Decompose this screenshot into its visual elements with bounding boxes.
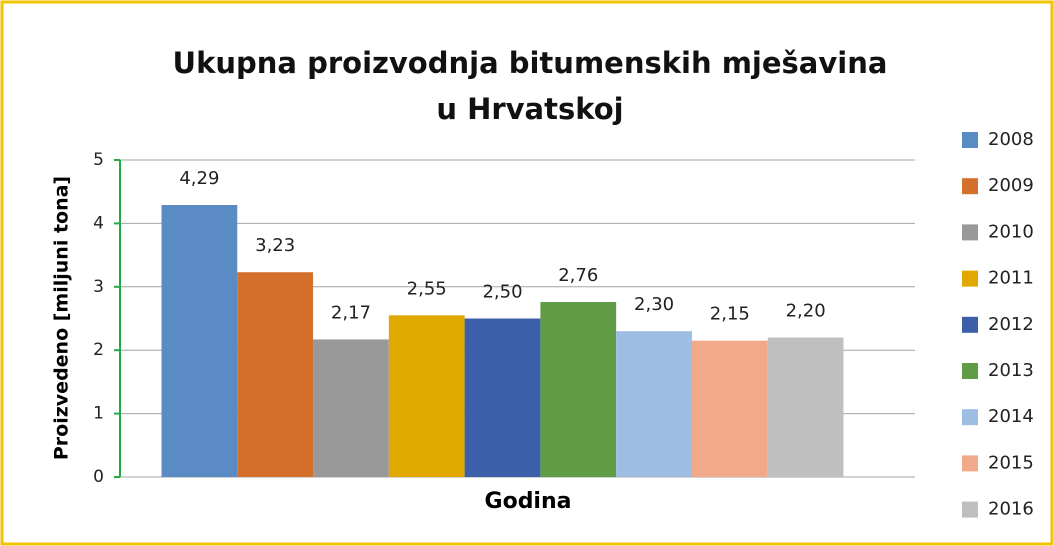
- legend-swatch: [962, 224, 978, 241]
- data-label: 2,55: [407, 278, 447, 299]
- y-tick-label: 0: [93, 467, 104, 487]
- legend-label: 2015: [988, 452, 1034, 473]
- bar: [237, 272, 314, 477]
- data-label: 3,23: [255, 235, 295, 256]
- legend-label: 2011: [988, 268, 1034, 289]
- legend-label: 2008: [988, 129, 1034, 150]
- data-label: 2,20: [786, 301, 826, 322]
- y-tick-label: 3: [93, 277, 104, 297]
- bar: [464, 318, 541, 477]
- bar: [767, 337, 844, 477]
- legend-label: 2010: [988, 221, 1034, 242]
- legend-swatch: [962, 501, 978, 518]
- legend-swatch: [962, 409, 978, 426]
- y-axis-label: Proizvedeno [miljuni tona]: [51, 176, 73, 460]
- bar: [161, 205, 238, 477]
- legend-swatch: [962, 455, 978, 472]
- y-tick-label: 5: [93, 150, 104, 170]
- legend-swatch: [962, 178, 978, 195]
- data-label: 2,76: [558, 265, 598, 286]
- legend-label: 2009: [988, 175, 1034, 196]
- y-tick-label: 1: [93, 404, 104, 424]
- legend-label: 2012: [988, 314, 1034, 335]
- legend-swatch: [962, 316, 978, 333]
- legend-label: 2016: [988, 499, 1034, 520]
- bar: [540, 302, 617, 477]
- data-label: 2,30: [634, 294, 674, 315]
- data-label: 2,15: [710, 304, 750, 325]
- bar: [313, 339, 389, 477]
- bar: [388, 315, 465, 477]
- legend-swatch: [962, 363, 978, 379]
- bar: [691, 340, 768, 477]
- legend-label: 2014: [988, 406, 1034, 427]
- y-tick-label: 4: [93, 213, 104, 233]
- data-label: 4,29: [179, 168, 219, 189]
- legend-swatch: [962, 270, 978, 287]
- bar: [616, 331, 692, 477]
- chart-title: Ukupna proizvodnja bitumenskih mješavina…: [172, 46, 888, 126]
- data-label: 2,50: [482, 282, 522, 303]
- data-label: 2,17: [331, 302, 371, 323]
- legend-swatch: [962, 132, 978, 148]
- x-axis-label: Godina: [485, 489, 572, 514]
- legend-label: 2013: [988, 360, 1034, 381]
- y-tick-label: 2: [93, 340, 104, 360]
